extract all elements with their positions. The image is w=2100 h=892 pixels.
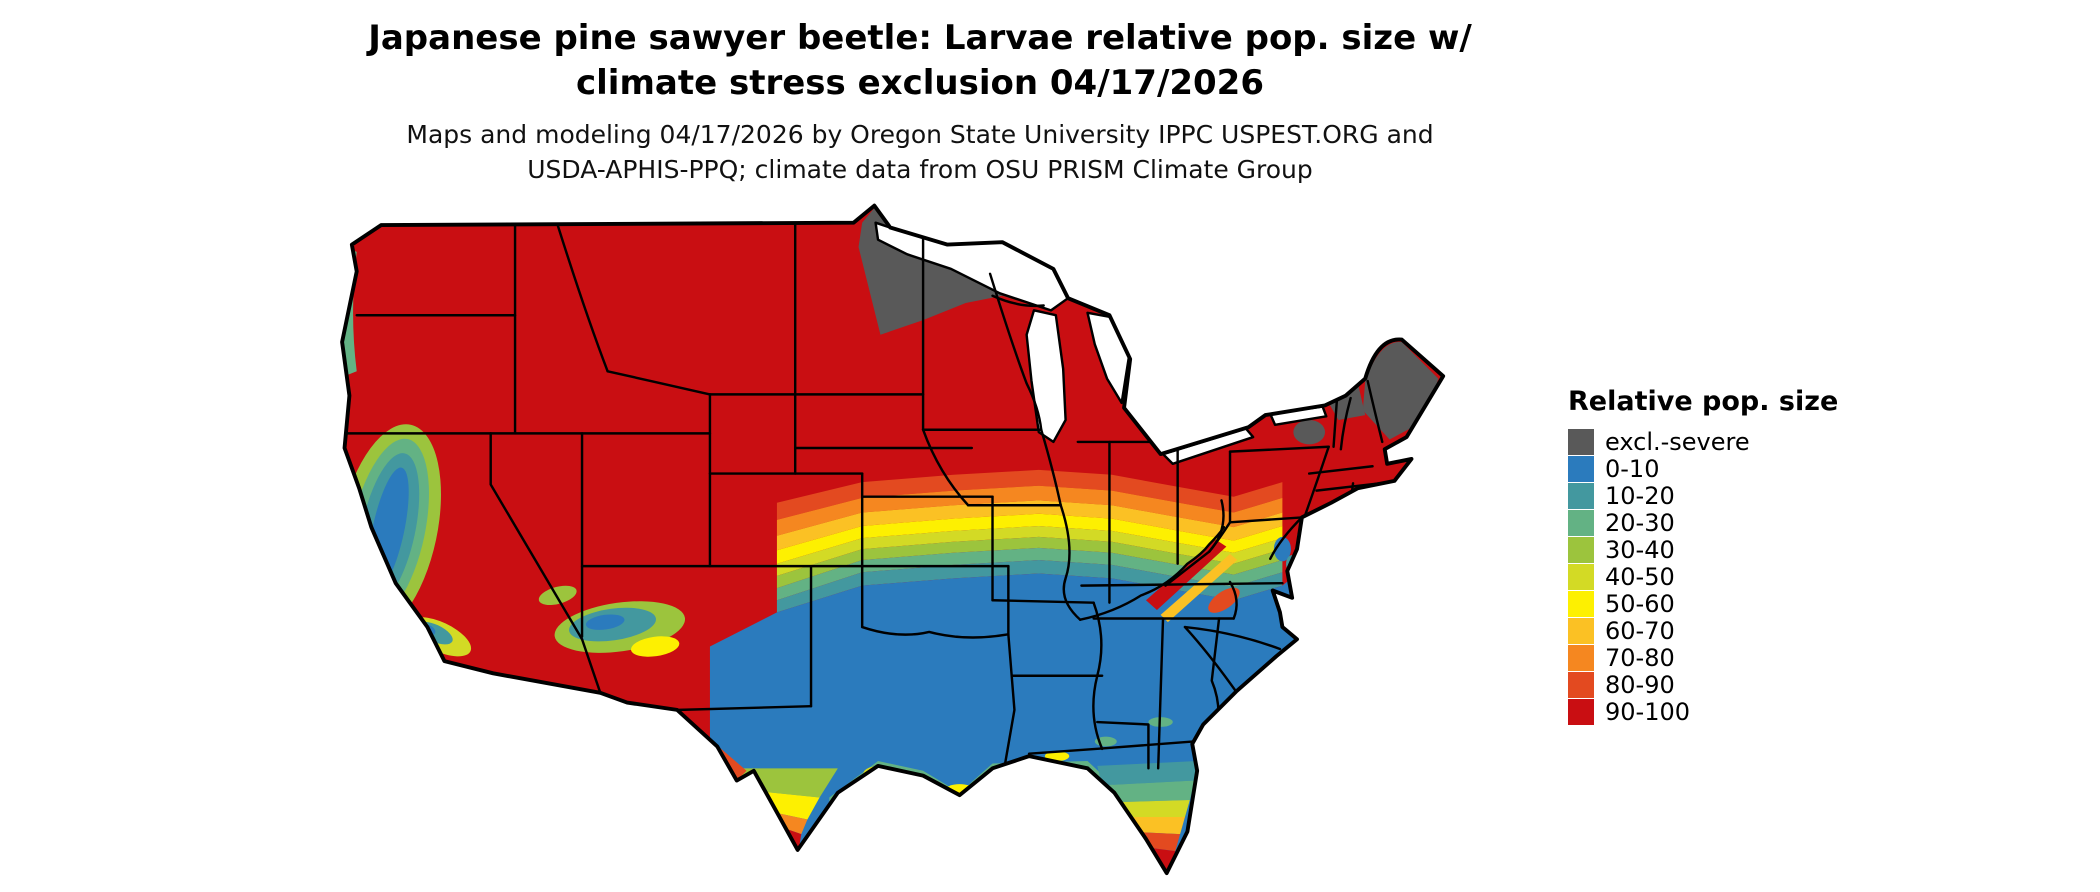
legend-swatch bbox=[1568, 564, 1594, 590]
legend-item: 80-90 bbox=[1568, 672, 1868, 698]
legend-swatch bbox=[1568, 645, 1594, 671]
legend-swatch bbox=[1568, 483, 1594, 509]
us-map bbox=[340, 203, 1446, 876]
legend-swatch bbox=[1568, 537, 1594, 563]
state-borders bbox=[342, 221, 1384, 770]
legend-label: 80-90 bbox=[1605, 671, 1675, 699]
appalachian-ridge-patches bbox=[1145, 539, 1240, 623]
florida-patches bbox=[1097, 761, 1198, 874]
legend: Relative pop. size excl.-severe 0-10 10-20… bbox=[1568, 386, 1868, 726]
legend-swatch bbox=[1568, 699, 1594, 725]
legend-item: 20-30 bbox=[1568, 510, 1868, 536]
legend-label: 40-50 bbox=[1605, 563, 1675, 591]
legend-label: 30-40 bbox=[1605, 536, 1675, 564]
legend-item: 30-40 bbox=[1568, 537, 1868, 563]
legend-swatch bbox=[1568, 456, 1594, 482]
legend-rows: excl.-severe 0-10 10-20 20-30 30-40 40-50 50-6… bbox=[1568, 429, 1868, 725]
southwest-highland-patches bbox=[538, 585, 686, 657]
legend-item: 60-70 bbox=[1568, 618, 1868, 644]
page-subtitle: Maps and modeling 04/17/2026 by Oregon S… bbox=[406, 120, 1434, 184]
legend-swatch bbox=[1568, 672, 1594, 698]
legend-label: 70-80 bbox=[1605, 644, 1675, 672]
page-title: Japanese pine sawyer beetle: Larvae rela… bbox=[368, 18, 1472, 103]
legend-item: 90-100 bbox=[1568, 699, 1868, 725]
legend-label: 0-10 bbox=[1605, 455, 1660, 483]
legend-swatch bbox=[1568, 510, 1594, 536]
legend-swatch bbox=[1568, 591, 1594, 617]
legend-item: 70-80 bbox=[1568, 645, 1868, 671]
choropleth-bands bbox=[776, 469, 1283, 613]
legend-label: 10-20 bbox=[1605, 482, 1675, 510]
legend-swatch bbox=[1568, 429, 1594, 455]
legend-item: 50-60 bbox=[1568, 591, 1868, 617]
us-outline bbox=[340, 203, 1446, 876]
legend-item: 0-10 bbox=[1568, 456, 1868, 482]
legend-label: 20-30 bbox=[1605, 509, 1675, 537]
legend-item: 10-20 bbox=[1568, 483, 1868, 509]
legend-item: excl.-severe bbox=[1568, 429, 1868, 455]
legend-swatch bbox=[1568, 618, 1594, 644]
map-container bbox=[308, 198, 1526, 888]
legend-item: 40-50 bbox=[1568, 564, 1868, 590]
legend-label: excl.-severe bbox=[1605, 428, 1750, 456]
legend-label: 60-70 bbox=[1605, 617, 1675, 645]
legend-label: 90-100 bbox=[1605, 698, 1691, 726]
legend-title: Relative pop. size bbox=[1568, 386, 1839, 417]
legend-label: 50-60 bbox=[1605, 590, 1675, 618]
